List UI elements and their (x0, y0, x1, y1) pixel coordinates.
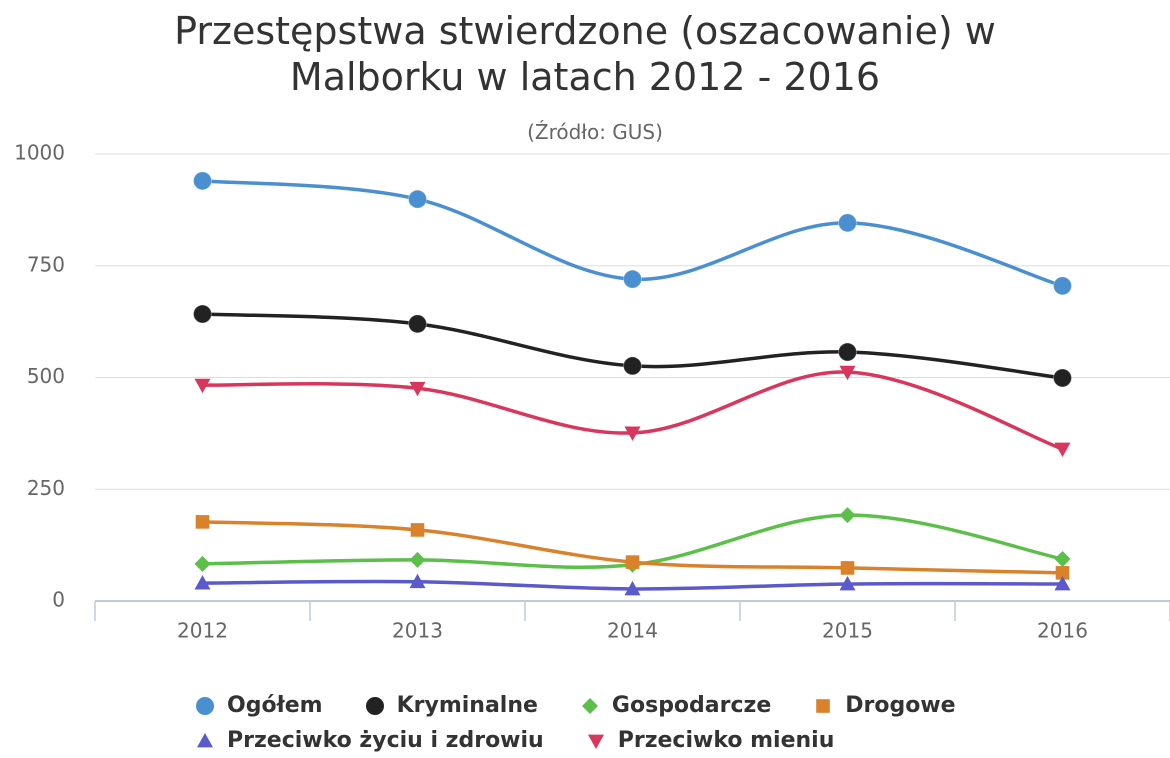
legend-label: Drogowe (845, 693, 956, 718)
legend-label: Kryminalne (396, 693, 538, 718)
chart-subtitle: (Źródło: GUS) (527, 120, 663, 144)
data-point (409, 551, 426, 568)
data-point (410, 523, 425, 537)
data-point (840, 561, 855, 575)
legend: Ogółem Kryminalne Gospodarcze Drogowe Przeci… (195, 688, 1015, 758)
legend-marker (365, 696, 384, 715)
legend-item[interactable]: Drogowe (813, 688, 956, 723)
legend-symbol (587, 734, 604, 749)
legend-label: Przeciwko życiu i zdrowiu (227, 728, 544, 753)
data-point (1054, 576, 1071, 591)
y-tick-label: 1000 (14, 141, 65, 165)
data-point (1054, 442, 1071, 458)
data-point (409, 573, 426, 589)
legend-symbol (197, 732, 213, 747)
x-tick-label: 2016 (1037, 619, 1088, 643)
legend-item[interactable]: Gospodarcze (580, 688, 771, 723)
data-point (194, 555, 211, 572)
data-point (624, 426, 641, 441)
data-point (839, 365, 856, 381)
data-point (1054, 550, 1071, 567)
data-point (838, 342, 857, 362)
data-point (839, 507, 856, 524)
legend-label: Gospodarcze (611, 693, 772, 718)
legend-item[interactable]: Przeciwko mieniu (586, 723, 835, 758)
legend-marker (587, 734, 604, 749)
data-point (193, 304, 212, 324)
legend-label: Przeciwko mieniu (617, 728, 835, 753)
legend-symbol (365, 696, 384, 715)
data-point (408, 314, 427, 334)
data-point (409, 381, 426, 397)
legend-marker (581, 697, 598, 714)
chart: 0 250 500 750 1000 2012 2013 2014 2015 2016 (14, 141, 1170, 643)
x-tick-label: 2013 (392, 619, 443, 643)
legend-symbol (196, 696, 214, 715)
legend-marker (196, 696, 214, 715)
x-tick-label: 2015 (822, 619, 873, 643)
legend-marker (197, 732, 213, 747)
data-point (1053, 276, 1072, 296)
legend-label: Ogółem (227, 693, 323, 718)
legend-symbol (816, 698, 831, 713)
data-point (195, 515, 210, 529)
legend-marker (816, 698, 831, 713)
data-point (408, 189, 427, 209)
data-point (194, 575, 211, 590)
data-point (193, 171, 212, 191)
data-point (194, 378, 211, 394)
data-point (1053, 368, 1072, 388)
legend-item[interactable]: Przeciwko życiu i zdrowiu (195, 723, 544, 758)
y-tick-label: 500 (27, 364, 65, 388)
data-point (624, 580, 641, 596)
data-point (625, 555, 640, 569)
chart-title: Przestępstwa stwierdzone (oszacowanie) w… (174, 9, 996, 99)
x-tick-label: 2012 (177, 619, 228, 643)
legend-item[interactable]: Kryminalne (365, 688, 538, 723)
y-tick-label: 750 (27, 252, 65, 276)
legend-symbol (581, 697, 598, 714)
data-point (623, 269, 642, 289)
legend-item[interactable]: Ogółem (195, 688, 323, 723)
y-tick-label: 0 (52, 588, 65, 612)
data-point (623, 356, 642, 376)
y-tick-label: 250 (27, 476, 65, 500)
data-point (1055, 566, 1070, 580)
data-point (838, 213, 857, 233)
x-tick-label: 2014 (607, 619, 658, 643)
data-point (839, 576, 856, 591)
